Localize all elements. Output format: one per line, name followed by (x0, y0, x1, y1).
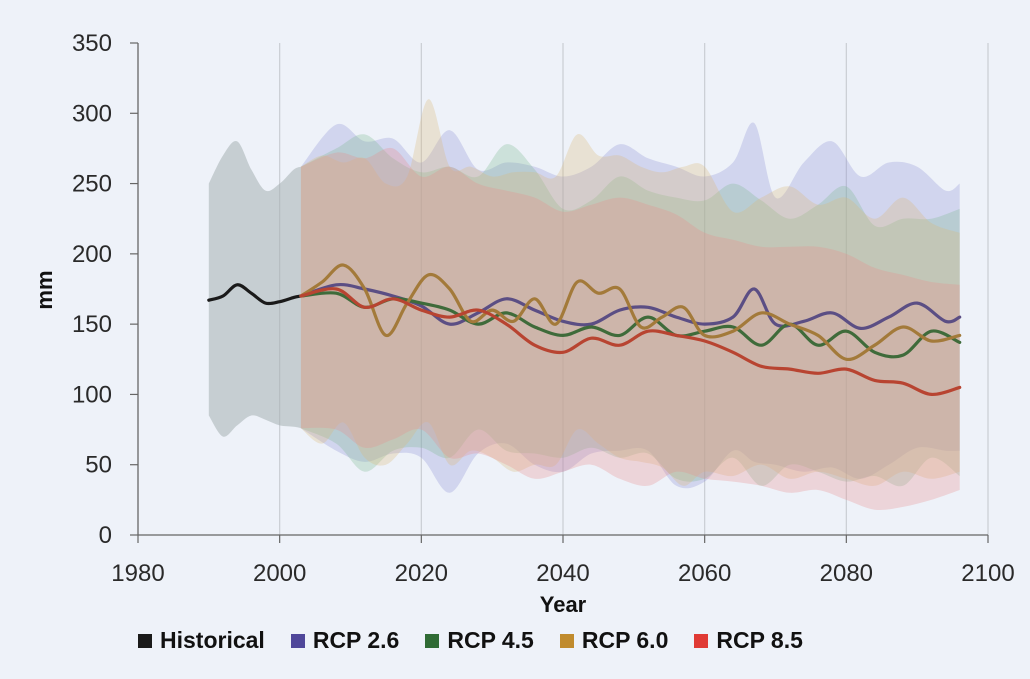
legend-swatch (694, 633, 709, 648)
legend-item-historical: Historical (138, 627, 265, 654)
legend-label: RCP 8.5 (716, 627, 803, 653)
legend-item-rcp-2-6: RCP 2.6 (290, 627, 400, 654)
x-tick-label-2100: 2100 (961, 560, 1014, 587)
line-rcp-8-5 (299, 287, 962, 397)
legend-label: RCP 6.0 (581, 627, 669, 653)
band-rcp-6-0 (300, 99, 960, 486)
y-tick-label-250: 250 (72, 171, 112, 198)
y-axis-title: mm (32, 270, 57, 309)
legend-swatch (425, 633, 440, 648)
y-tick-label-150: 150 (72, 311, 112, 338)
line-historical (207, 283, 303, 306)
y-tick-label-100: 100 (72, 381, 112, 408)
legend-swatch (290, 633, 305, 648)
legend-item-rcp-8-5: RCP 8.5 (694, 627, 803, 654)
y-tick-label-200: 200 (72, 241, 112, 268)
legend-label: RCP 2.6 (312, 627, 400, 653)
legend-swatch (138, 633, 152, 648)
legend-swatch (559, 633, 574, 648)
y-tick-label-350: 350 (72, 30, 112, 57)
y-tick-label-300: 300 (72, 100, 112, 127)
legend-label: Historical (160, 627, 265, 653)
x-tick-label-2000: 2000 (253, 560, 306, 587)
x-tick-label-2040: 2040 (536, 560, 589, 587)
axes: 1980 2000 2020 2040 2060 2080 2100 0 50 100 150 200… (72, 30, 1015, 587)
line-rcp-4-5 (299, 291, 962, 359)
y-tick-label-50: 50 (85, 452, 112, 479)
band-historical (208, 141, 301, 437)
x-tick-label-2080: 2080 (820, 560, 873, 587)
series-lines (207, 263, 962, 397)
grid-lines (279, 43, 989, 535)
line-rcp-2-6 (299, 282, 962, 331)
y-tick-label-0: 0 (99, 522, 112, 549)
legend-label: RCP 4.5 (447, 627, 534, 653)
x-tick-label-1980: 1980 (111, 560, 164, 587)
x-axis-title: Year (540, 592, 587, 617)
line-rcp-6-0 (299, 263, 962, 361)
x-tick-label-2060: 2060 (678, 560, 731, 587)
legend: Historical RCP 2.6 RCP 4.5 RCP 6.0 RCP 8.5 (138, 627, 829, 654)
legend-item-rcp-6-0: RCP 6.0 (559, 627, 669, 654)
range-bands (208, 99, 960, 511)
x-tick-label-2020: 2020 (395, 560, 448, 587)
legend-item-rcp-4-5: RCP 4.5 (425, 627, 534, 654)
